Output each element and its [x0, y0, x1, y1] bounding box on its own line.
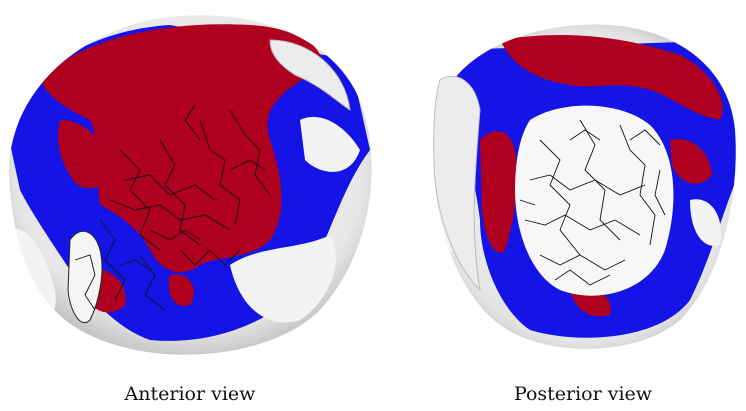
anterior-view-caption: Anterior view	[124, 383, 256, 405]
anterior-white-patch	[230, 235, 336, 323]
posterior-left-flap	[433, 75, 481, 292]
posterior-fiber-network	[519, 119, 666, 286]
anterior-cavity	[67, 230, 103, 323]
posterior-view-panel	[420, 0, 746, 411]
anterior-heart-image	[8, 15, 372, 355]
posterior-red-region	[670, 139, 712, 184]
posterior-view-caption: Posterior view	[513, 383, 653, 405]
anterior-fiber-network	[74, 104, 271, 311]
anterior-rim	[269, 39, 351, 112]
anterior-red-region	[58, 120, 115, 189]
posterior-cavity	[515, 105, 674, 296]
anterior-red-region	[40, 24, 322, 273]
anterior-view-panel	[8, 15, 372, 355]
posterior-heart-image	[433, 24, 736, 349]
posterior-white-patch	[690, 199, 721, 246]
posterior-red-region	[570, 288, 611, 317]
posterior-red-region	[500, 35, 723, 120]
anterior-white-patch	[300, 116, 360, 172]
anterior-red-region	[168, 274, 194, 306]
posterior-red-region	[480, 131, 517, 253]
